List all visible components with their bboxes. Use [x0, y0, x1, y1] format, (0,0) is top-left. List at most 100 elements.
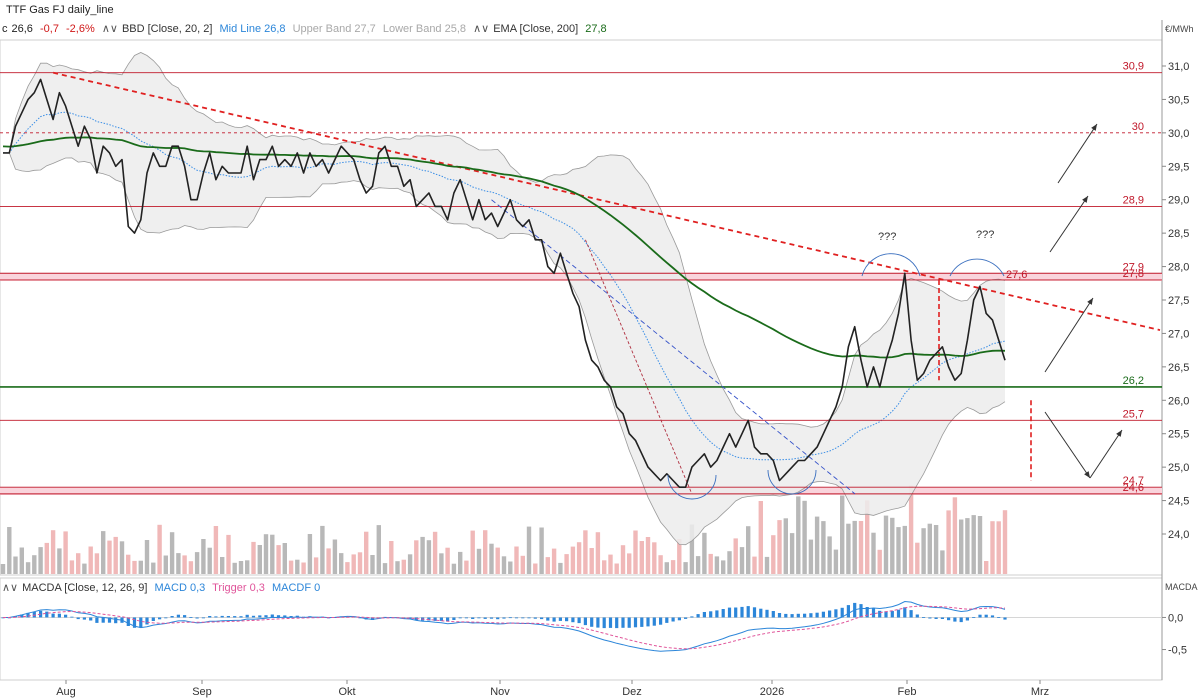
unit-label: €/MWh [1165, 24, 1194, 34]
volume-bar [633, 530, 638, 574]
volume-bar [407, 554, 413, 574]
macd-histogram-bar [684, 617, 688, 619]
y-tick-label: 29,0 [1168, 195, 1189, 207]
macd-histogram-bar [640, 617, 644, 627]
volume-bar [332, 539, 338, 574]
volume-bar [695, 556, 701, 574]
macd-histogram-bar [208, 616, 212, 618]
macd-histogram-bar [972, 617, 976, 618]
y-tick-label: 25,5 [1168, 429, 1189, 441]
volume-bar [908, 485, 914, 574]
volume-bar [169, 532, 175, 574]
x-tick-label: Aug [56, 686, 76, 698]
arrow-head [1082, 196, 1088, 203]
volume-bar [514, 546, 519, 574]
macd-histogram-bar [871, 608, 876, 618]
volume-bar [151, 562, 156, 574]
y-tick-label: 28,5 [1168, 228, 1189, 240]
macd-histogram-bar [727, 607, 732, 618]
volume-bar [783, 518, 788, 574]
volume-bar [458, 551, 463, 574]
volume-bar [220, 557, 225, 574]
close-price-line [3, 78, 1006, 489]
volume-bar [188, 561, 194, 574]
macd-histogram-bar [446, 617, 450, 622]
change-pct: -2,6% [66, 23, 95, 35]
volume-bar [194, 552, 200, 574]
macd-histogram-bar [659, 617, 663, 625]
volume-bar [946, 510, 951, 574]
macd-histogram-bar [477, 617, 481, 619]
macd-histogram-bar [408, 617, 412, 619]
projection-arrow [1049, 195, 1089, 253]
volume-bar [501, 556, 507, 574]
lower-band-value: Lower Band 25,8 [382, 23, 467, 35]
macd-histogram-bar [483, 617, 487, 619]
macd-histogram-bar [189, 617, 193, 618]
level-label-6: 25,7 [1123, 408, 1144, 420]
macd-histogram-bar [70, 616, 74, 618]
volume-bar [990, 521, 995, 574]
macd-histogram-bar [815, 612, 819, 618]
macd-line [3, 600, 1006, 652]
volume-bar [288, 560, 294, 574]
volume-bar [984, 561, 989, 574]
volume-bar [257, 545, 262, 574]
volume-bar [445, 547, 450, 574]
y-axis: 31,0 30,5 30,0 29,5 29,0 28,5 28,0 27,5 27,0 26,5… [1162, 61, 1189, 541]
volume-bar [339, 553, 344, 574]
macd-histogram-bar [45, 611, 49, 618]
upper-band-value: Upper Band 27,7 [292, 23, 376, 35]
macd-panel: 0,0 -0,5 [0, 600, 1187, 657]
volume-bar [827, 536, 832, 574]
macd-histogram-bar [464, 617, 468, 619]
volume-bar [483, 530, 488, 574]
volume-bar [858, 521, 864, 574]
volume-bar [313, 557, 319, 574]
macd-histogram-bar [790, 614, 794, 618]
macd-histogram-bar [1003, 617, 1007, 620]
volume-bar [545, 557, 550, 574]
volume-bar [608, 554, 613, 574]
volume-bar [821, 521, 826, 574]
macd-value: MACD 0,3 [154, 582, 206, 594]
volume-bar [940, 550, 945, 574]
macd-axis-title: MACDA [1165, 582, 1198, 592]
macd-histogram-bar [239, 616, 243, 618]
macd-histogram-bar [220, 615, 224, 618]
y-tick-label: 26,0 [1168, 395, 1189, 407]
macd-histogram-bar [752, 607, 757, 618]
volume-bar [238, 561, 244, 574]
macd-histogram-bar [107, 617, 112, 623]
volume-bar [789, 533, 795, 574]
x-axis: Aug Sep Okt Nov Dez 2026 Feb Mrz [56, 680, 1049, 698]
y-tick-label: 24,5 [1168, 496, 1189, 508]
macd-histogram-bar [508, 617, 512, 619]
macd-histogram-bar [984, 614, 988, 618]
macd-histogram-bar [414, 617, 418, 621]
macd-histogram-bar [558, 617, 562, 621]
macd-histogram-bar [489, 617, 494, 619]
volume-bar [658, 555, 663, 574]
volume-bar [101, 531, 106, 574]
volume-bar [439, 553, 444, 574]
macd-histogram-bar [965, 617, 969, 621]
x-tick-label: Dez [622, 686, 642, 698]
macd-histogram-bar [283, 615, 287, 618]
volume-bar [276, 545, 281, 574]
volume-bar [157, 524, 162, 574]
lower-band-line [3, 152, 1006, 546]
macd-histogram-bar [721, 609, 725, 618]
macd-histogram-bar [26, 612, 30, 618]
volume-bar [113, 536, 118, 574]
y-tick-label: 25,0 [1168, 462, 1189, 474]
macd-histogram-bar [176, 614, 180, 618]
macd-histogram-bar [809, 613, 813, 618]
volume-bar [13, 556, 18, 574]
volume-bar [301, 562, 306, 574]
volume-bar [533, 563, 538, 574]
level-label-0: 30,9 [1123, 61, 1144, 73]
macd-histogram-bar [934, 617, 938, 619]
macd-histogram-bar [821, 611, 825, 618]
macd-histogram-bar [139, 617, 143, 628]
